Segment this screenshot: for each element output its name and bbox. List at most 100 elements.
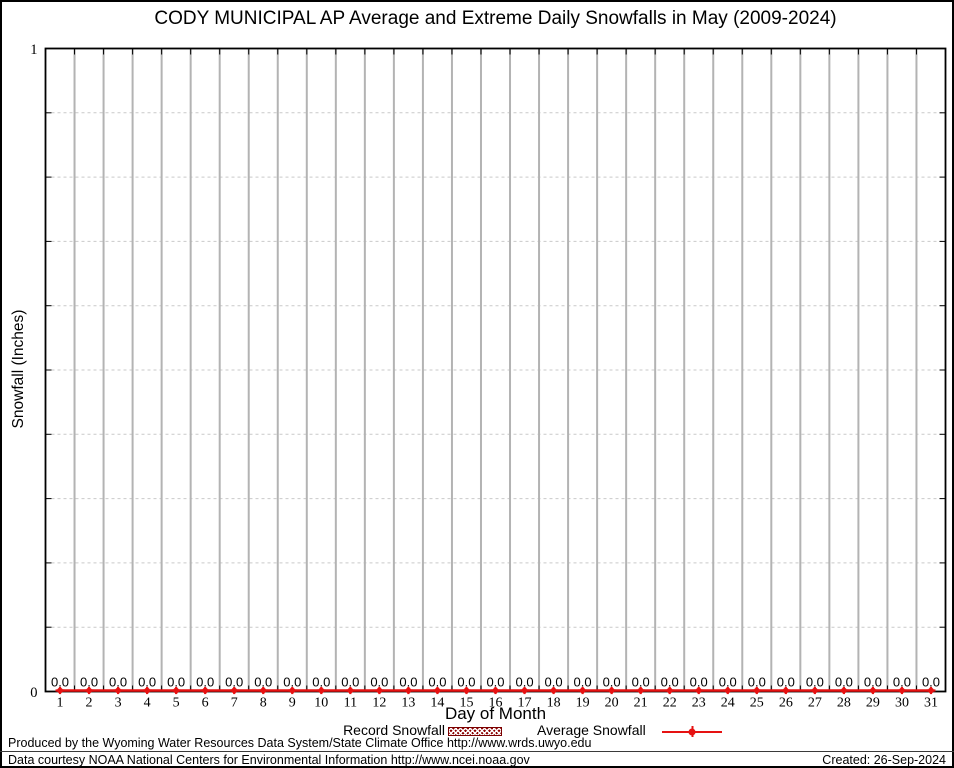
value-label: 0.0 — [109, 675, 127, 690]
average-snowfall-point — [202, 687, 209, 694]
average-snowfall-point — [782, 687, 789, 694]
day-label: 19 — [576, 696, 590, 711]
legend-record-snowfall-label: Record Snowfall — [343, 722, 445, 738]
y-tick-label: 0 — [30, 685, 37, 701]
value-label: 0.0 — [428, 675, 446, 690]
value-label: 0.0 — [399, 675, 417, 690]
value-label: 0.0 — [138, 675, 156, 690]
day-label: 4 — [144, 696, 151, 711]
value-label: 0.0 — [661, 675, 679, 690]
chart-title: CODY MUNICIPAL AP Average and Extreme Da… — [154, 8, 837, 29]
average-snowfall-point — [695, 687, 702, 694]
average-snowfall-point — [666, 687, 673, 694]
day-label: 24 — [721, 696, 735, 711]
average-snowfall-point — [724, 687, 731, 694]
average-snowfall-point — [260, 687, 267, 694]
day-label: 13 — [401, 696, 415, 711]
average-snowfall-point-icon — [688, 728, 696, 736]
day-label: 28 — [837, 696, 851, 711]
day-label: 7 — [231, 696, 238, 711]
value-label: 0.0 — [283, 675, 301, 690]
average-snowfall-point — [521, 687, 528, 694]
day-label: 3 — [115, 696, 122, 711]
day-label: 10 — [314, 696, 328, 711]
record-snowfall-hatched-swatch-icon — [448, 727, 502, 736]
average-snowfall-line-swatch-icon — [662, 728, 722, 736]
footer-data-courtesy: Data courtesy NOAA National Centers for … — [8, 753, 530, 767]
average-snowfall-point — [463, 687, 470, 694]
day-label: 8 — [260, 696, 267, 711]
day-label: 16 — [489, 696, 503, 711]
value-label: 0.0 — [312, 675, 330, 690]
average-snowfall-point — [608, 687, 615, 694]
average-snowfall-point — [231, 687, 238, 694]
day-label: 25 — [750, 696, 764, 711]
day-label: 17 — [518, 696, 532, 711]
value-label: 0.0 — [690, 675, 708, 690]
value-label: 0.0 — [632, 675, 650, 690]
day-label: 12 — [372, 696, 386, 711]
average-snowfall-point — [840, 687, 847, 694]
average-snowfall-point — [318, 687, 325, 694]
average-snowfall-point — [57, 687, 63, 694]
value-label: 0.0 — [370, 675, 388, 690]
footer-produced-by: Produced by the Wyoming Water Resources … — [8, 736, 592, 750]
day-label: 14 — [430, 696, 444, 711]
day-label: 21 — [634, 696, 648, 711]
value-label: 0.0 — [196, 675, 214, 690]
value-label: 0.0 — [574, 675, 592, 690]
day-label: 15 — [459, 696, 473, 711]
average-snowfall-point — [492, 687, 499, 694]
value-label: 0.0 — [80, 675, 98, 690]
value-label: 0.0 — [603, 675, 621, 690]
footer-divider — [0, 751, 954, 752]
day-label: 31 — [924, 696, 938, 711]
value-label: 0.0 — [922, 675, 940, 690]
average-snowfall-point — [289, 687, 296, 694]
value-label: 0.0 — [864, 675, 882, 690]
average-snowfall-point — [405, 687, 412, 694]
average-snowfall-point — [550, 687, 557, 694]
day-label: 2 — [86, 696, 93, 711]
day-label: 5 — [173, 696, 180, 711]
average-snowfall-point — [347, 687, 354, 694]
day-label: 6 — [202, 696, 209, 711]
value-label: 0.0 — [51, 675, 69, 690]
value-label: 0.0 — [719, 675, 737, 690]
day-label: 29 — [866, 696, 880, 711]
value-label: 0.0 — [225, 675, 243, 690]
day-label: 23 — [692, 696, 706, 711]
average-snowfall-point — [434, 687, 441, 694]
average-snowfall-point — [637, 687, 644, 694]
value-label: 0.0 — [167, 675, 185, 690]
day-label: 27 — [808, 696, 822, 711]
day-label: 26 — [779, 696, 793, 711]
value-label: 0.0 — [457, 675, 475, 690]
value-label: 0.0 — [515, 675, 533, 690]
value-label: 0.0 — [545, 675, 563, 690]
value-label: 0.0 — [835, 675, 853, 690]
day-label: 9 — [289, 696, 296, 711]
value-label: 0.0 — [806, 675, 824, 690]
average-snowfall-point — [115, 687, 121, 694]
footer-created-date: Created: 26-Sep-2024 — [822, 753, 946, 767]
value-label: 0.0 — [486, 675, 504, 690]
average-snowfall-point — [753, 687, 760, 694]
average-snowfall-point — [144, 687, 151, 694]
average-snowfall-point — [811, 687, 818, 694]
average-snowfall-point — [86, 687, 92, 694]
value-label: 0.0 — [893, 675, 911, 690]
value-label: 0.0 — [341, 675, 359, 690]
value-label: 0.0 — [777, 675, 795, 690]
average-snowfall-point — [376, 687, 383, 694]
day-label: 18 — [547, 696, 561, 711]
day-label: 11 — [344, 696, 357, 711]
day-label: 1 — [57, 696, 64, 711]
average-snowfall-point — [899, 687, 905, 694]
average-snowfall-point — [928, 687, 934, 694]
day-label: 20 — [605, 696, 619, 711]
average-snowfall-point — [173, 687, 180, 694]
value-label: 0.0 — [254, 675, 272, 690]
